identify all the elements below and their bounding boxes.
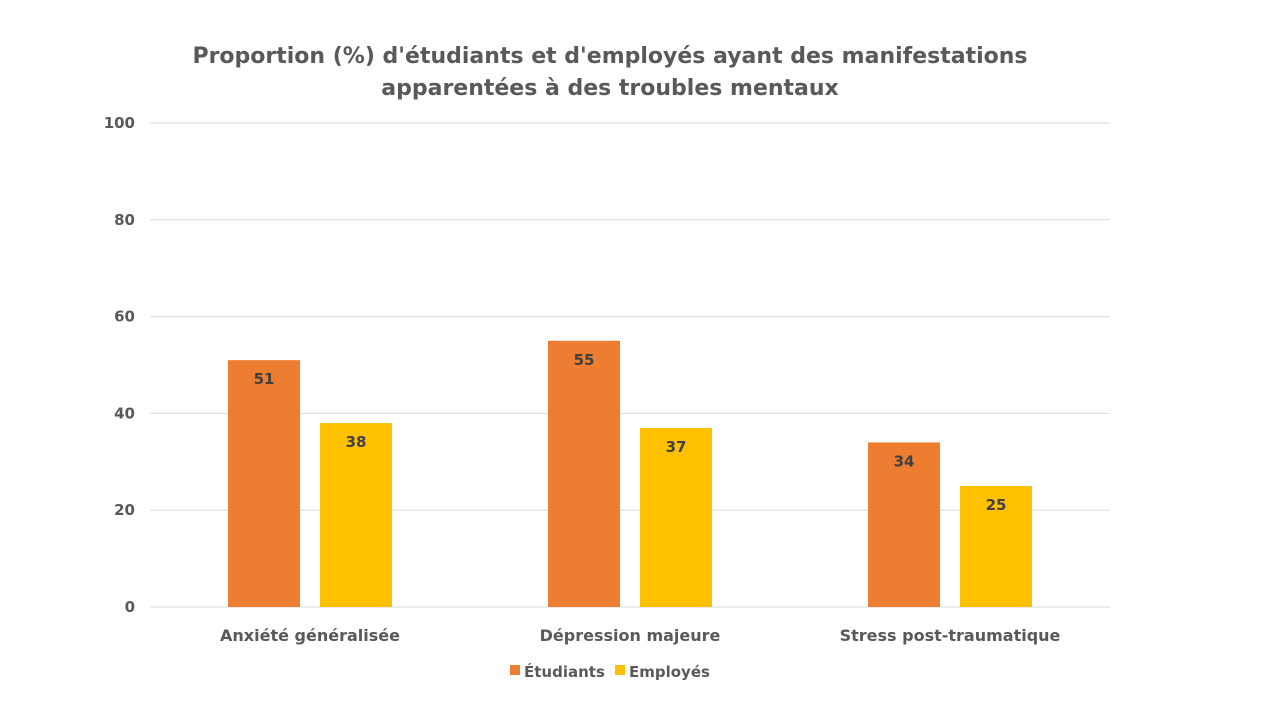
bars xyxy=(228,340,1032,607)
x-axis-categories: Anxiété généralisée Dépression majeure Str… xyxy=(220,626,1061,645)
gridlines xyxy=(150,122,1110,608)
legend: Étudiants Employés xyxy=(510,662,710,681)
bar xyxy=(548,340,620,607)
y-tick-label: 40 xyxy=(114,404,135,422)
y-tick-label: 100 xyxy=(104,114,135,132)
x-category-label: Stress post-traumatique xyxy=(840,626,1061,645)
y-tick-label: 80 xyxy=(114,211,135,229)
data-label: 38 xyxy=(346,433,367,451)
data-label: 51 xyxy=(254,370,275,388)
legend-label: Étudiants xyxy=(524,662,605,681)
y-axis-ticks: 0 20 40 60 80 100 xyxy=(104,114,135,616)
bar xyxy=(960,486,1032,607)
legend-swatch xyxy=(615,665,625,675)
data-label: 55 xyxy=(574,351,595,369)
chart-title-line-1: Proportion (%) d'étudiants et d'employés… xyxy=(192,44,1027,69)
bar xyxy=(228,360,300,607)
data-labels: 51 38 55 37 34 25 xyxy=(254,351,1007,514)
bar xyxy=(320,423,392,607)
x-category-label: Anxiété généralisée xyxy=(220,626,400,645)
chart-title-line-2: apparentées à des troubles mentaux xyxy=(381,76,839,101)
bar xyxy=(868,442,940,607)
bar xyxy=(640,427,712,607)
y-tick-label: 60 xyxy=(114,308,135,326)
data-label: 37 xyxy=(666,438,687,456)
y-tick-label: 0 xyxy=(125,598,135,616)
legend-label: Employés xyxy=(629,663,710,681)
data-label: 34 xyxy=(894,452,915,470)
legend-swatch xyxy=(510,665,520,675)
data-label: 25 xyxy=(986,496,1007,514)
x-category-label: Dépression majeure xyxy=(540,626,721,645)
y-tick-label: 20 xyxy=(114,501,135,519)
